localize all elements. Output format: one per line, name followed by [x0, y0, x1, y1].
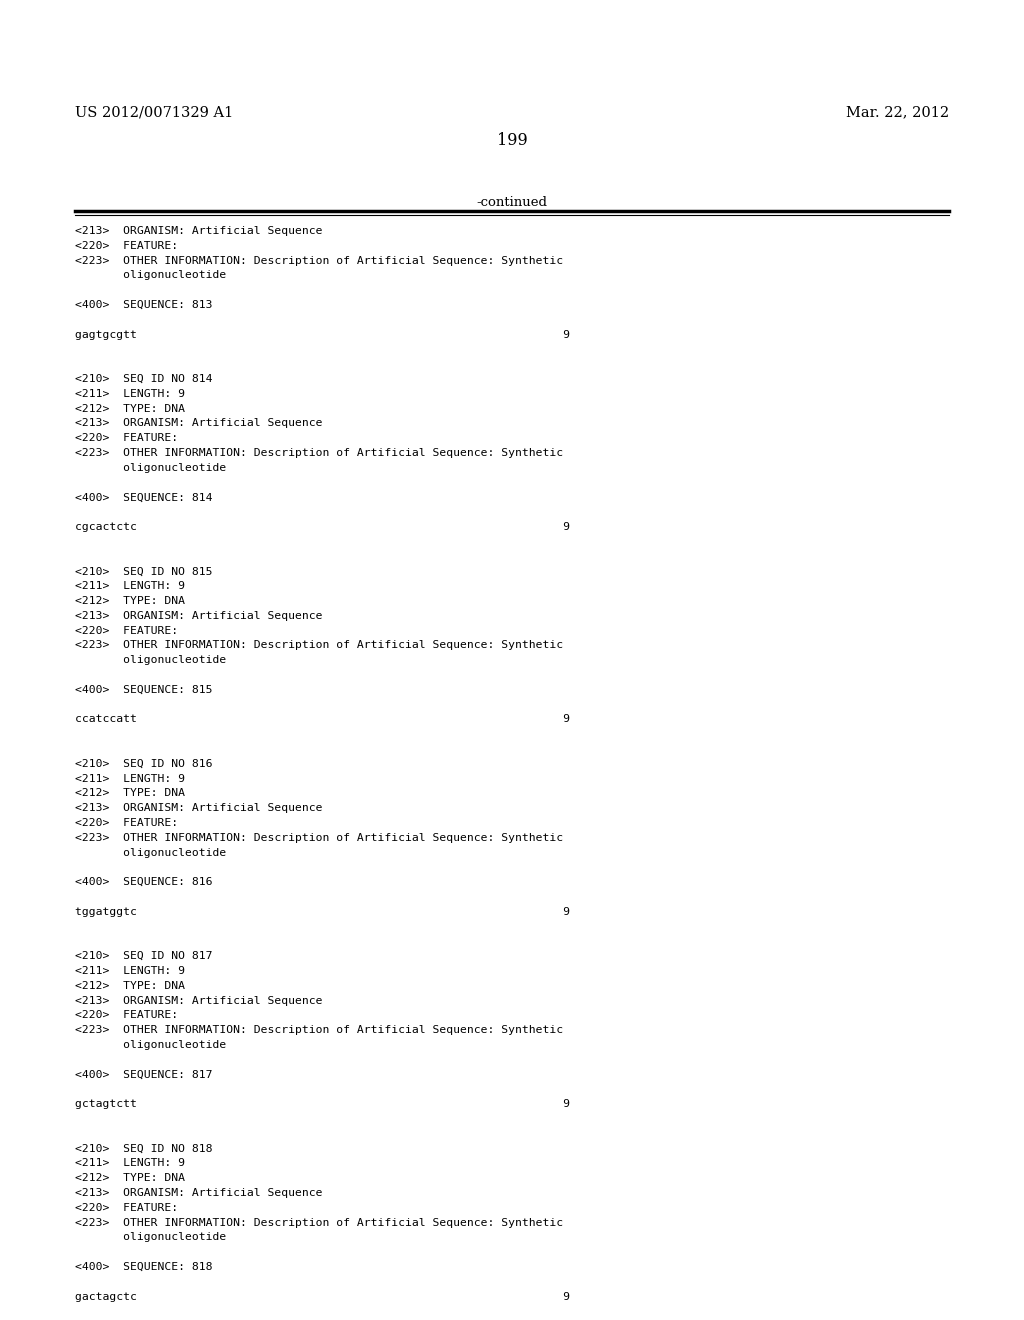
Text: gactagctc                                                              9: gactagctc 9 [75, 1291, 570, 1302]
Text: <210>  SEQ ID NO 816: <210> SEQ ID NO 816 [75, 759, 213, 768]
Text: <211>  LENGTH: 9: <211> LENGTH: 9 [75, 389, 185, 399]
Text: oligonucleotide: oligonucleotide [75, 655, 226, 665]
Text: <210>  SEQ ID NO 818: <210> SEQ ID NO 818 [75, 1143, 213, 1154]
Text: <213>  ORGANISM: Artificial Sequence: <213> ORGANISM: Artificial Sequence [75, 803, 323, 813]
Text: <400>  SEQUENCE: 817: <400> SEQUENCE: 817 [75, 1069, 213, 1080]
Text: <220>  FEATURE:: <220> FEATURE: [75, 1010, 178, 1020]
Text: tggatggtc                                                              9: tggatggtc 9 [75, 907, 570, 917]
Text: <210>  SEQ ID NO 814: <210> SEQ ID NO 814 [75, 374, 213, 384]
Text: <212>  TYPE: DNA: <212> TYPE: DNA [75, 597, 185, 606]
Text: <213>  ORGANISM: Artificial Sequence: <213> ORGANISM: Artificial Sequence [75, 1188, 323, 1199]
Text: <223>  OTHER INFORMATION: Description of Artificial Sequence: Synthetic: <223> OTHER INFORMATION: Description of … [75, 640, 563, 651]
Text: <210>  SEQ ID NO 817: <210> SEQ ID NO 817 [75, 952, 213, 961]
Text: gctagtctt                                                              9: gctagtctt 9 [75, 1100, 570, 1109]
Text: <211>  LENGTH: 9: <211> LENGTH: 9 [75, 581, 185, 591]
Text: <220>  FEATURE:: <220> FEATURE: [75, 240, 178, 251]
Text: <211>  LENGTH: 9: <211> LENGTH: 9 [75, 774, 185, 784]
Text: <213>  ORGANISM: Artificial Sequence: <213> ORGANISM: Artificial Sequence [75, 418, 323, 429]
Text: <212>  TYPE: DNA: <212> TYPE: DNA [75, 788, 185, 799]
Text: <210>  SEQ ID NO 815: <210> SEQ ID NO 815 [75, 566, 213, 577]
Text: gagtgcgtt                                                              9: gagtgcgtt 9 [75, 330, 570, 339]
Text: <400>  SEQUENCE: 813: <400> SEQUENCE: 813 [75, 300, 213, 310]
Text: <400>  SEQUENCE: 816: <400> SEQUENCE: 816 [75, 878, 213, 887]
Text: oligonucleotide: oligonucleotide [75, 847, 226, 858]
Text: Mar. 22, 2012: Mar. 22, 2012 [846, 106, 949, 119]
Text: oligonucleotide: oligonucleotide [75, 271, 226, 280]
Text: -continued: -continued [476, 195, 548, 209]
Text: 199: 199 [497, 132, 527, 149]
Text: <223>  OTHER INFORMATION: Description of Artificial Sequence: Synthetic: <223> OTHER INFORMATION: Description of … [75, 1026, 563, 1035]
Text: oligonucleotide: oligonucleotide [75, 1233, 226, 1242]
Text: <400>  SEQUENCE: 815: <400> SEQUENCE: 815 [75, 685, 213, 694]
Text: <223>  OTHER INFORMATION: Description of Artificial Sequence: Synthetic: <223> OTHER INFORMATION: Description of … [75, 833, 563, 842]
Text: cgcactctc                                                              9: cgcactctc 9 [75, 521, 570, 532]
Text: <213>  ORGANISM: Artificial Sequence: <213> ORGANISM: Artificial Sequence [75, 611, 323, 620]
Text: <220>  FEATURE:: <220> FEATURE: [75, 1203, 178, 1213]
Text: <220>  FEATURE:: <220> FEATURE: [75, 626, 178, 636]
Text: <211>  LENGTH: 9: <211> LENGTH: 9 [75, 966, 185, 975]
Text: <212>  TYPE: DNA: <212> TYPE: DNA [75, 1173, 185, 1183]
Text: US 2012/0071329 A1: US 2012/0071329 A1 [75, 106, 233, 119]
Text: <220>  FEATURE:: <220> FEATURE: [75, 818, 178, 828]
Text: <212>  TYPE: DNA: <212> TYPE: DNA [75, 981, 185, 991]
Text: <213>  ORGANISM: Artificial Sequence: <213> ORGANISM: Artificial Sequence [75, 226, 323, 236]
Text: oligonucleotide: oligonucleotide [75, 1040, 226, 1049]
Text: <223>  OTHER INFORMATION: Description of Artificial Sequence: Synthetic: <223> OTHER INFORMATION: Description of … [75, 447, 563, 458]
Text: oligonucleotide: oligonucleotide [75, 463, 226, 473]
Text: <211>  LENGTH: 9: <211> LENGTH: 9 [75, 1159, 185, 1168]
Text: ccatccatt                                                              9: ccatccatt 9 [75, 714, 570, 725]
Text: <213>  ORGANISM: Artificial Sequence: <213> ORGANISM: Artificial Sequence [75, 995, 323, 1006]
Text: <212>  TYPE: DNA: <212> TYPE: DNA [75, 404, 185, 413]
Text: <223>  OTHER INFORMATION: Description of Artificial Sequence: Synthetic: <223> OTHER INFORMATION: Description of … [75, 256, 563, 265]
Text: <220>  FEATURE:: <220> FEATURE: [75, 433, 178, 444]
Text: <400>  SEQUENCE: 818: <400> SEQUENCE: 818 [75, 1262, 213, 1272]
Text: <400>  SEQUENCE: 814: <400> SEQUENCE: 814 [75, 492, 213, 503]
Text: <223>  OTHER INFORMATION: Description of Artificial Sequence: Synthetic: <223> OTHER INFORMATION: Description of … [75, 1217, 563, 1228]
